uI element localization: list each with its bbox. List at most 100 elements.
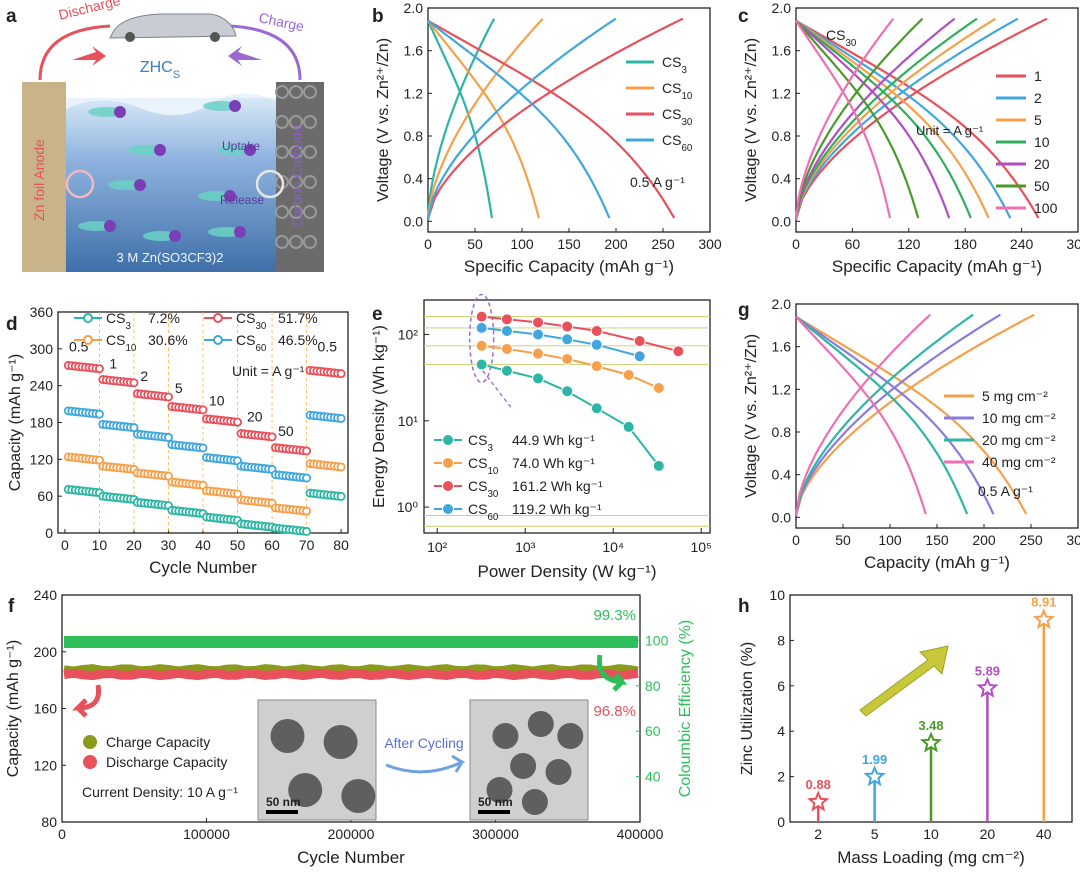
zn-ion-icon — [154, 144, 166, 156]
legend-label-4: 20 — [1034, 156, 1050, 172]
legend-value: 74.0 Wh kg⁻¹ — [512, 455, 595, 471]
value-label-0: 0.88 — [806, 777, 831, 792]
charge-curve-3 — [794, 313, 932, 516]
y-tick-label: 1.2 — [772, 85, 792, 101]
legend-marker — [442, 457, 454, 469]
value-label-4: 8.91 — [1031, 595, 1056, 610]
x-tick-label: 50 — [835, 532, 851, 548]
legend-label-0: 5 mg cm⁻² — [982, 388, 1048, 404]
legend-label-discharge: Discharge Capacity — [106, 754, 227, 770]
rate-label: 2 — [140, 368, 148, 384]
energy-point-1 — [622, 368, 635, 381]
cycle-point-3 — [94, 409, 104, 419]
cathode-texture — [289, 145, 303, 159]
y-tick-label: 0.4 — [772, 467, 792, 483]
panel-c-chart: 0 60 120 180 240 300 0.0 0.4 0.8 1.2 1.6 2.0 1 2 5 10 20… — [738, 0, 1080, 276]
x-tick-label: 240 — [1010, 236, 1034, 252]
rate-label: 20 — [247, 408, 263, 424]
legend-label-2: CS30 — [662, 106, 693, 128]
cycle-arrow-icon — [255, 169, 285, 199]
legend-label-3: CS60 — [662, 132, 693, 154]
car-wheel-icon — [210, 32, 220, 42]
anode-block — [22, 82, 66, 272]
y2-tick-label: 100 — [645, 632, 669, 648]
cycle-point-2 — [198, 405, 208, 415]
energy-point-2 — [561, 320, 574, 333]
energy-point-1 — [500, 342, 513, 355]
utilization-star-0 — [807, 790, 830, 812]
discharge-curve-3 — [427, 19, 611, 219]
energy-point-0 — [561, 385, 574, 398]
value-label-2: 3.48 — [918, 718, 943, 733]
x-tick-label: 300000 — [472, 826, 519, 842]
electrolyte-label: 3 M Zn(SO3CF3)2 — [117, 250, 224, 265]
x-tick-label: 50 — [467, 236, 483, 252]
tem-particle — [557, 723, 584, 749]
y-tick-label: 10 — [769, 587, 785, 603]
y-axis-label: Energy Density (Wh kg⁻¹) — [371, 325, 388, 508]
y-tick-label: 1.6 — [404, 43, 424, 59]
legend-label-charge: Charge Capacity — [106, 734, 210, 750]
electrolyte-region — [64, 98, 278, 272]
charge-arrow-icon — [228, 46, 262, 66]
x-tick-label: 10³ — [515, 539, 536, 555]
x-tick-label: 0 — [58, 826, 66, 842]
y2-axis-label: Coloumbic Efficiency (%) — [677, 620, 694, 798]
y-tick-label: 240 — [34, 587, 58, 603]
cathode-texture — [289, 175, 303, 189]
legend-marker — [213, 335, 223, 345]
energy-point-3 — [561, 333, 574, 346]
legend-retention: 46.5% — [278, 332, 318, 348]
cycle-point-2 — [267, 432, 277, 442]
energy-point-2 — [633, 335, 646, 348]
cycle-point-3 — [336, 413, 346, 423]
panel-letter-h: h — [738, 596, 750, 617]
legend-label-1: 2 — [1034, 90, 1042, 106]
charge-curve-5 — [794, 17, 924, 220]
legend-marker — [442, 434, 454, 446]
energy-point-3 — [590, 338, 603, 351]
cycle-point-3 — [129, 423, 139, 433]
x-tick-label: 100 — [510, 236, 534, 252]
tem-particle — [270, 719, 305, 753]
y-tick-label: 200 — [34, 644, 58, 660]
rate-note: 0.5 A g⁻¹ — [978, 483, 1033, 499]
legend-marker — [442, 503, 454, 515]
discharge-curve-4 — [795, 19, 951, 219]
panel-letter-e: e — [372, 304, 383, 325]
energy-point-2 — [590, 324, 603, 337]
x-tick-label: 10⁴ — [602, 539, 624, 555]
panel-letter-d: d — [6, 314, 18, 335]
panel-g-chart: 0 50 100 150 200 250 300 0.0 0.4 0.8 1.2 1.6 2.0 5 mg… — [738, 296, 1080, 572]
rate-label: 5 — [175, 380, 183, 396]
y-tick-label: 1.2 — [404, 85, 424, 101]
energy-point-0 — [590, 402, 603, 415]
legend-label-2: 20 mg cm⁻² — [982, 432, 1056, 448]
x-tick-label: 10⁵ — [691, 539, 712, 555]
legend-label: CS3 — [106, 310, 131, 332]
discharge-label: Discharge — [57, 0, 122, 23]
cycle-point-2 — [302, 446, 312, 456]
retention-annotation: 96.8% — [593, 703, 636, 720]
scale-label: 50 nm — [266, 795, 301, 809]
x-tick-label: 50 — [230, 537, 246, 553]
unit-note: Unit = A g⁻¹ — [916, 123, 984, 138]
cathode-texture — [289, 235, 303, 249]
discharge-arrow-icon — [72, 46, 106, 66]
zn-ion-icon — [114, 106, 126, 118]
y-tick-label: 60 — [37, 488, 53, 504]
y-tick-label: 120 — [34, 757, 58, 773]
y-tick-label: 0.0 — [772, 213, 792, 229]
energy-point-1 — [590, 360, 603, 373]
energy-point-2 — [475, 310, 488, 323]
cathode-texture — [275, 205, 289, 219]
tem-particle — [323, 725, 358, 759]
x-tick-label: 0 — [792, 236, 800, 252]
value-label-1: 1.99 — [862, 752, 887, 767]
cycle-point-2 — [336, 369, 346, 379]
device-label: ZHCS — [140, 59, 180, 81]
y-tick-label: 10² — [398, 327, 419, 343]
x-tick-label: 200000 — [328, 826, 375, 842]
y-tick-label: 1.2 — [772, 381, 792, 397]
energy-point-0 — [532, 372, 545, 385]
